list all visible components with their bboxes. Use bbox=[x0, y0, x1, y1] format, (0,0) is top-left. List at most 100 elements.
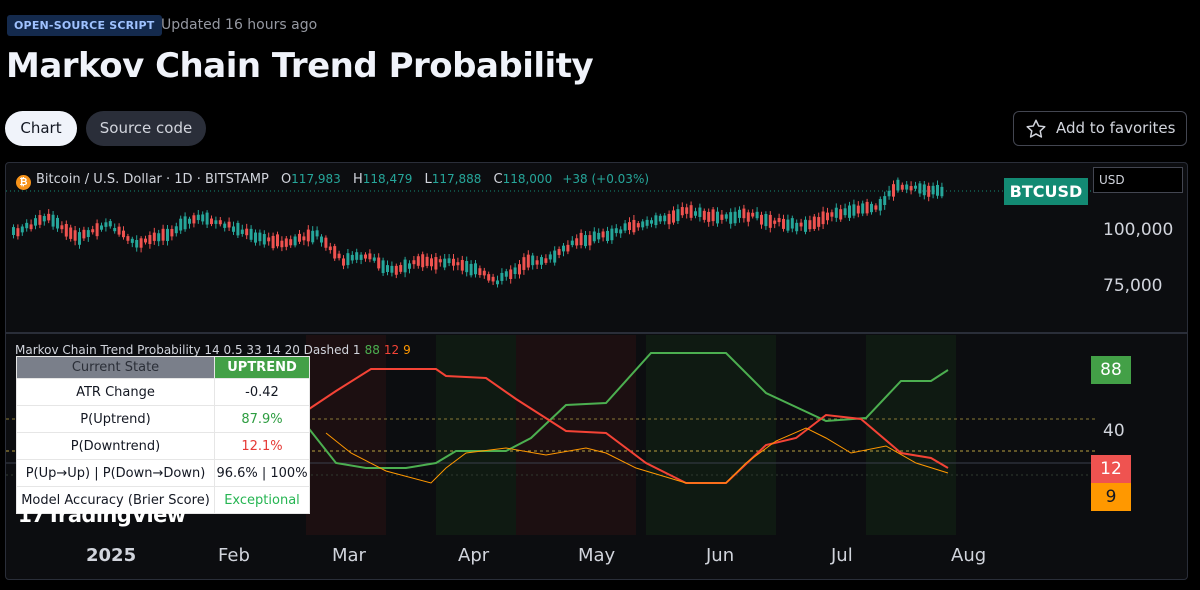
add-to-favorites-button[interactable]: Add to favorites bbox=[1013, 111, 1187, 146]
uptrend-probability-line bbox=[305, 352, 949, 469]
state-header-label: Current State bbox=[16, 356, 215, 379]
candle-body bbox=[570, 240, 574, 246]
row-value: -0.42 bbox=[214, 378, 310, 406]
candle-body bbox=[29, 224, 33, 230]
candle-body bbox=[293, 236, 297, 246]
candle-body bbox=[386, 265, 389, 272]
candle-body bbox=[526, 254, 530, 268]
candle-body bbox=[34, 218, 37, 226]
candle-body bbox=[557, 249, 561, 255]
candle-body bbox=[342, 258, 345, 266]
candle-body bbox=[91, 229, 95, 233]
bg-shade-red-2 bbox=[516, 335, 636, 535]
candle-body bbox=[359, 254, 363, 260]
candle-body bbox=[562, 245, 565, 252]
tab-chart[interactable]: Chart bbox=[5, 111, 77, 146]
candle-body bbox=[104, 222, 108, 227]
star-icon bbox=[1026, 119, 1046, 138]
candle-body bbox=[830, 212, 834, 217]
candle-body bbox=[86, 230, 90, 238]
candle-body bbox=[166, 228, 169, 242]
candle-body bbox=[135, 240, 139, 248]
candle-body bbox=[848, 205, 851, 218]
candle-body bbox=[531, 255, 535, 266]
candle-body bbox=[922, 184, 926, 196]
candle-body bbox=[597, 232, 601, 240]
candle-body bbox=[64, 224, 68, 237]
candle-body bbox=[808, 220, 812, 230]
candle-body bbox=[733, 211, 737, 224]
candle-body bbox=[311, 230, 315, 243]
candle-body bbox=[271, 235, 275, 249]
candle-body bbox=[364, 254, 367, 259]
candle-body bbox=[240, 229, 244, 234]
table-row: P(Uptrend) 87.9% bbox=[16, 405, 310, 433]
candle-body bbox=[878, 199, 882, 211]
candle-body bbox=[412, 260, 416, 265]
candle-body bbox=[795, 222, 799, 232]
candle-body bbox=[157, 233, 161, 242]
candle-body bbox=[650, 220, 653, 224]
candle-body bbox=[812, 216, 816, 229]
chart-canvas[interactable] bbox=[6, 163, 1188, 580]
candle-body bbox=[267, 237, 271, 242]
chart-panel[interactable]: ₿ Bitcoin / U.S. Dollar · 1D · BITSTAMP O… bbox=[5, 162, 1188, 580]
candle-body bbox=[672, 210, 675, 223]
indicator-name: Markov Chain Trend Probability 14 0.5 33… bbox=[15, 343, 361, 357]
candle-body bbox=[584, 235, 587, 247]
candle-body bbox=[161, 228, 165, 241]
candle-body bbox=[764, 214, 768, 227]
candle-body bbox=[443, 258, 447, 268]
candle-body bbox=[834, 207, 838, 218]
ohlc-legend[interactable]: ₿ Bitcoin / U.S. Dollar · 1D · BITSTAMP O… bbox=[16, 172, 649, 190]
candle-body bbox=[680, 207, 684, 216]
candle-body bbox=[487, 274, 491, 281]
downtrend-probability-line bbox=[305, 368, 949, 484]
candle-body bbox=[900, 184, 904, 190]
candle-body bbox=[614, 228, 618, 234]
candle-body bbox=[306, 229, 310, 242]
candle-body bbox=[377, 257, 381, 269]
candle-body bbox=[262, 234, 266, 245]
candle-body bbox=[56, 217, 59, 229]
candle-body bbox=[676, 209, 680, 222]
candle-body bbox=[588, 235, 592, 246]
candle-body bbox=[280, 240, 284, 248]
state-table-header: Current State UPTREND bbox=[16, 356, 310, 379]
symbol-price-tag: BTCUSD bbox=[1004, 178, 1088, 205]
candle-body bbox=[100, 225, 103, 230]
candle-body bbox=[254, 232, 257, 243]
candle-body bbox=[236, 222, 240, 236]
candle-body bbox=[152, 232, 156, 241]
currency-selector[interactable]: USD bbox=[1093, 167, 1183, 193]
candle-body bbox=[130, 238, 134, 243]
candle-body bbox=[535, 260, 539, 265]
candle-body bbox=[931, 185, 935, 195]
candle-body bbox=[601, 231, 605, 238]
candle-body bbox=[592, 231, 596, 242]
candle-body bbox=[20, 226, 24, 233]
time-axis-label: Mar bbox=[332, 545, 366, 566]
candle-body bbox=[447, 258, 451, 264]
candle-body bbox=[249, 228, 253, 240]
candle-body bbox=[729, 212, 733, 224]
candle-body bbox=[628, 222, 631, 231]
candle-body bbox=[500, 272, 504, 281]
candle-body bbox=[408, 263, 411, 269]
candle-body bbox=[914, 185, 917, 189]
candle-body bbox=[861, 203, 865, 214]
candle-body bbox=[755, 211, 759, 219]
symbol-name: Bitcoin / U.S. Dollar · 1D · BITSTAMP bbox=[36, 172, 269, 187]
row-label: Model Accuracy (Brier Score) bbox=[16, 486, 215, 514]
close-key: C bbox=[493, 172, 503, 187]
candle-body bbox=[632, 219, 636, 233]
candle-body bbox=[817, 217, 821, 227]
candle-body bbox=[214, 220, 218, 224]
candle-body bbox=[575, 238, 579, 246]
candle-body bbox=[368, 253, 372, 260]
indicator-value-up: 88 bbox=[364, 343, 380, 357]
tab-source-code[interactable]: Source code bbox=[86, 111, 206, 146]
candle-body bbox=[724, 214, 728, 219]
indicator-legend[interactable]: Markov Chain Trend Probability 14 0.5 33… bbox=[15, 343, 411, 357]
candle-body bbox=[936, 184, 939, 196]
